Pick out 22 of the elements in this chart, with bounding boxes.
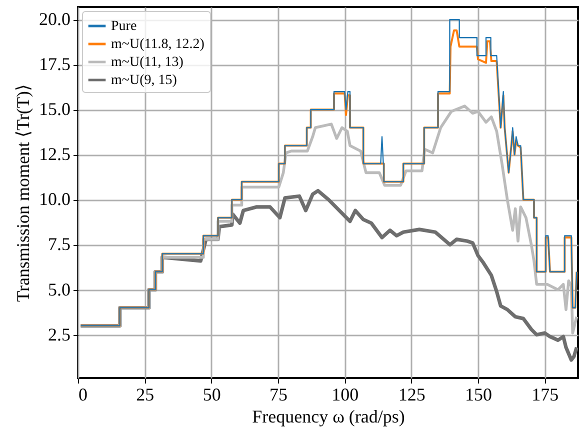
x-tick-label: 25 [136, 384, 154, 404]
y-tick-label: 17.5 [39, 54, 70, 74]
legend-label: Pure [111, 19, 137, 34]
legend-label: m~U(11.8, 12.2) [111, 37, 205, 52]
y-axis-title: Transmission moment ⟨Tr(T)⟩ [13, 84, 33, 302]
x-tick-label: 175 [532, 384, 559, 404]
legend-label: m~U(11, 13) [111, 55, 184, 70]
x-axis-title: Frequency ω (rad/ps) [252, 406, 405, 426]
x-tick-label: 125 [398, 384, 426, 404]
y-tick-label: 12.5 [39, 144, 70, 164]
y-tick-label: 2.5 [48, 324, 70, 344]
legend-label: m~U(9, 15) [111, 73, 178, 88]
x-tick-label: 75 [270, 384, 288, 404]
y-tick-label: 20.0 [39, 9, 70, 30]
y-tick-label: 15.0 [39, 99, 70, 120]
x-tick-label: 50 [202, 384, 221, 404]
y-tick-label: 5.0 [48, 279, 70, 300]
x-tick-label: 100 [332, 384, 359, 404]
x-tick-label: 150 [465, 384, 492, 404]
y-tick-label: 10.0 [39, 189, 70, 210]
y-tick-label: 7.5 [48, 234, 70, 254]
x-tick-label: 0 [78, 384, 88, 404]
